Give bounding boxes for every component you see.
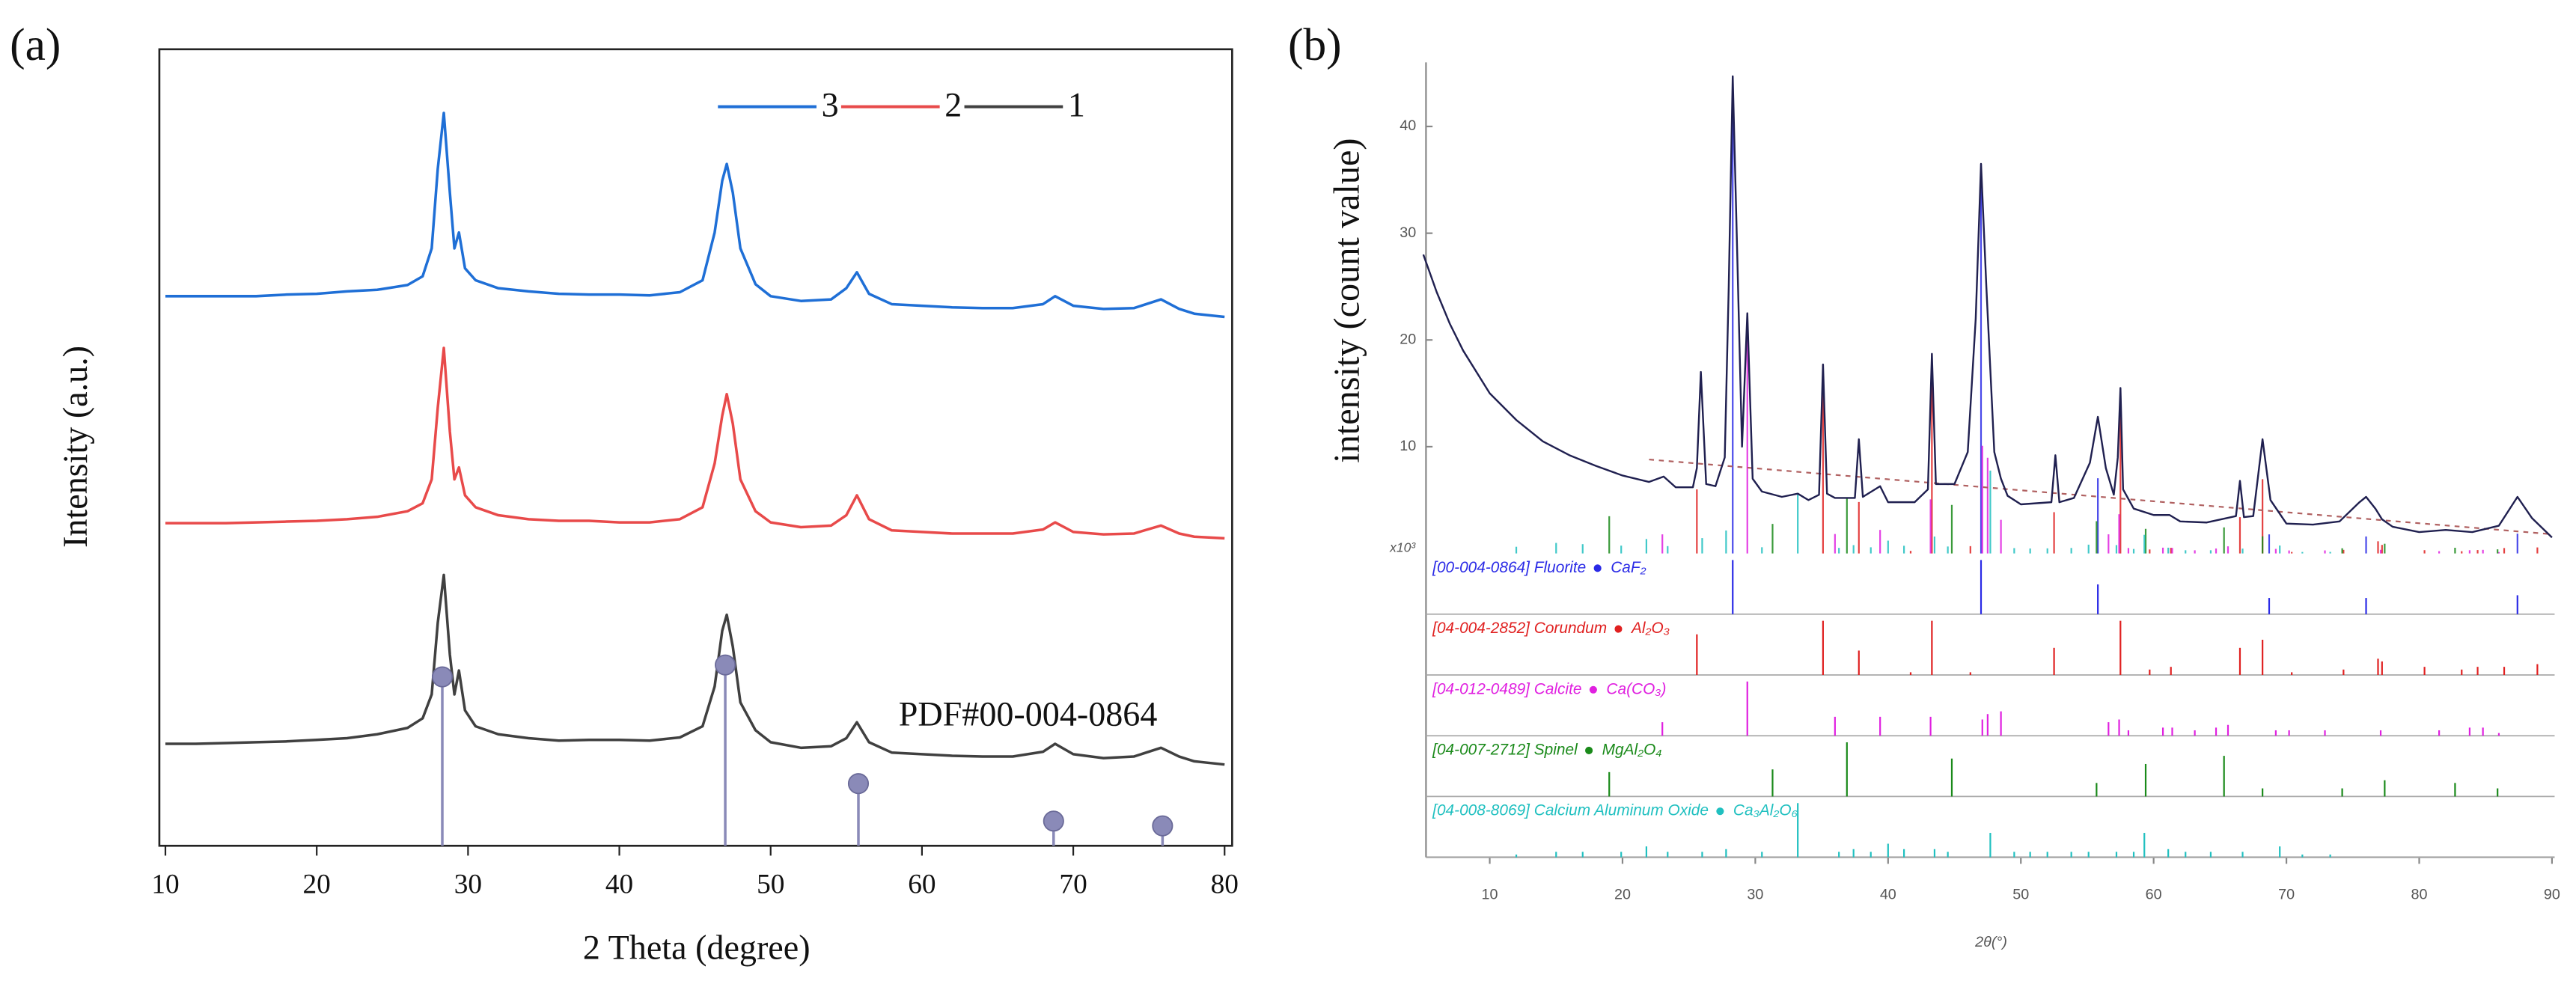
- y-tick-label: 10: [1400, 438, 1416, 454]
- reference-marker: [431, 666, 454, 688]
- phase-bullet: [1716, 807, 1724, 816]
- phase-formula: CaF₂: [1611, 559, 1646, 576]
- plot-frame: [158, 48, 1233, 847]
- y-tick-label: 20: [1400, 331, 1416, 348]
- phase-label: [04-008-8069] Calcium Aluminum Oxide: [1432, 802, 1709, 819]
- phase-bullet: [1589, 685, 1597, 694]
- y-tick-label: 30: [1400, 224, 1416, 241]
- data-line: [165, 111, 1225, 319]
- x-axis-label: 2 Theta (degree): [583, 928, 811, 966]
- phase-formula: Ca(CO₃): [1606, 680, 1666, 697]
- reference-marker: [715, 654, 736, 676]
- legend-label: 3: [822, 85, 839, 123]
- reference-marker: [1152, 815, 1173, 837]
- y-axis-label: Intensity (a.u.): [56, 346, 94, 548]
- x-tick-label: 80: [1211, 870, 1239, 900]
- x-axis-label: 2θ(°): [1974, 934, 2007, 950]
- x-tick-label: 90: [2544, 886, 2560, 902]
- phase-label: [04-007-2712] Spinel: [1432, 741, 1578, 758]
- x-tick-label: 60: [908, 870, 936, 900]
- y-tick-label: 40: [1400, 117, 1416, 134]
- x-tick-label: 30: [1747, 886, 1763, 902]
- x-tick-label: 70: [2278, 886, 2295, 902]
- phase-bullet: [1593, 564, 1602, 572]
- reference-marker: [847, 773, 870, 795]
- x-tick-label: 20: [303, 870, 331, 900]
- x-tick-label: 50: [2012, 886, 2029, 902]
- legend-label: 2: [944, 85, 962, 123]
- phase-formula: Al₂O₃: [1630, 620, 1670, 637]
- x-tick-label: 10: [1482, 886, 1498, 902]
- background-line: [1649, 458, 2552, 536]
- panel-label: (b): [1288, 19, 1342, 70]
- x-tick-label: 60: [2146, 886, 2162, 902]
- x-tick-label: 10: [151, 870, 179, 900]
- x-tick-label: 40: [605, 870, 633, 900]
- y-axis-label: intensity (count value): [1327, 138, 1367, 463]
- panel-label: (a): [10, 19, 61, 70]
- annotation: PDF#00-004-0864: [899, 695, 1158, 733]
- phase-bullet: [1585, 746, 1593, 755]
- phase-label: [00-004-0864] Fluorite: [1432, 559, 1586, 576]
- reference-marker: [1043, 810, 1064, 832]
- x-tick-label: 20: [1614, 886, 1631, 902]
- y-multiplier: x10³: [1389, 540, 1416, 555]
- legend-label: 1: [1068, 85, 1085, 123]
- phase-bullet: [1614, 625, 1623, 633]
- x-tick-label: 70: [1059, 870, 1087, 900]
- x-tick-label: 50: [757, 870, 784, 900]
- data-line: [165, 346, 1225, 540]
- x-tick-label: 80: [2411, 886, 2428, 902]
- phase-label: [04-004-2852] Corundum: [1432, 620, 1607, 637]
- phase-formula: Ca₃Al₂O₆: [1733, 802, 1798, 819]
- phase-formula: MgAl₂O₄: [1602, 741, 1662, 758]
- data-line: [1422, 75, 2553, 539]
- phase-label: [04-012-0489] Calcite: [1432, 680, 1581, 697]
- x-tick-label: 40: [1880, 886, 1896, 902]
- x-tick-label: 30: [454, 870, 482, 900]
- data-line: [165, 573, 1225, 766]
